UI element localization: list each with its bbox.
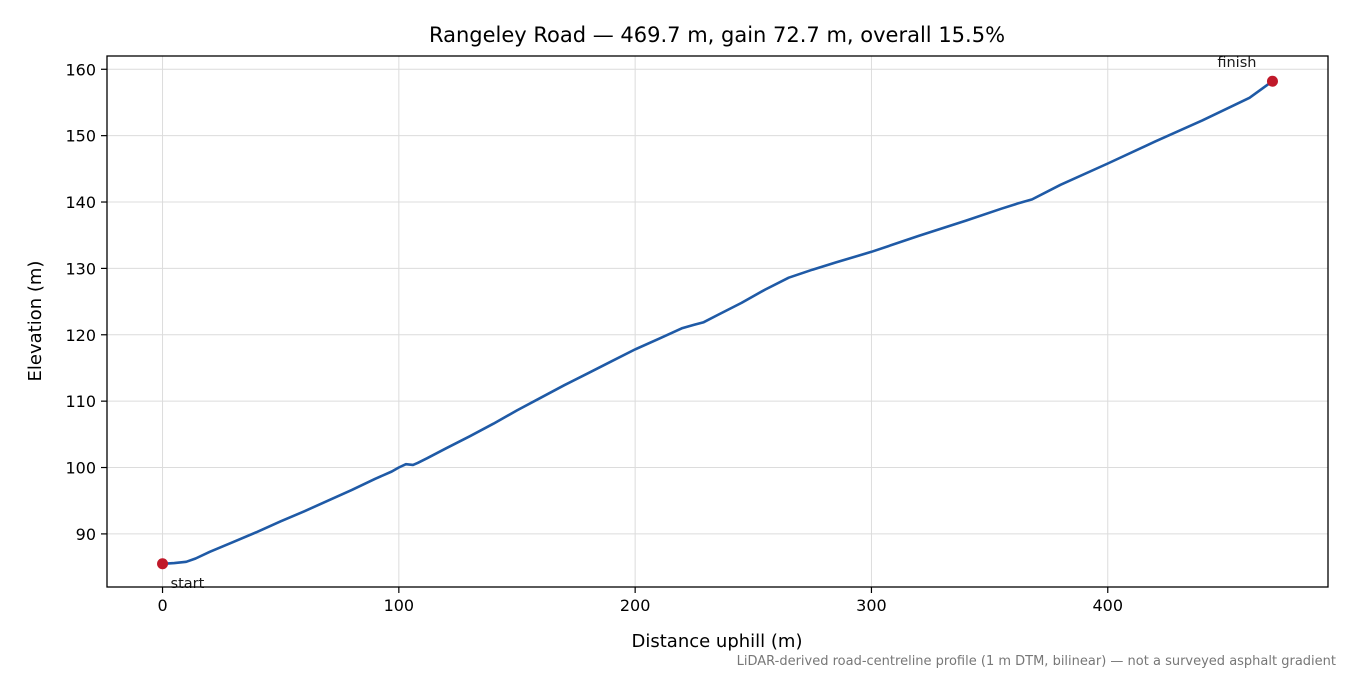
finish-marker <box>1266 75 1278 87</box>
elevation-line <box>161 79 1274 566</box>
y-axis-label: Elevation (m) <box>25 261 46 382</box>
finish-label: finish <box>1217 55 1256 71</box>
y-tick-label: 130 <box>65 259 96 278</box>
chart-title: Rangeley Road — 469.7 m, gain 72.7 m, ov… <box>429 23 1005 47</box>
y-tick-label: 120 <box>65 326 96 345</box>
y-tick-label: 100 <box>65 459 96 478</box>
x-tick-label: 400 <box>1092 596 1123 615</box>
x-tick-label: 0 <box>157 596 167 615</box>
markers-layer: start finish <box>157 55 1278 592</box>
x-tick-label: 300 <box>856 596 887 615</box>
start-marker <box>157 558 169 570</box>
x-axis-label: Distance uphill (m) <box>632 631 803 652</box>
x-tick-label: 200 <box>620 596 651 615</box>
y-tick-label: 160 <box>65 60 96 79</box>
y-tick-label: 150 <box>65 127 96 146</box>
y-tick-label: 140 <box>65 193 96 212</box>
plot-frame <box>106 55 1329 588</box>
y-tick-label: 90 <box>76 525 96 544</box>
y-tick-label: 110 <box>65 392 96 411</box>
footnote: LiDAR-derived road-centreline profile (1… <box>737 654 1336 669</box>
ticks: 0 100 200 300 400 90 100 110 120 130 140 150 160 <box>65 60 1123 615</box>
grid <box>107 56 1328 587</box>
series-layer <box>161 79 1274 566</box>
start-label: start <box>171 576 205 592</box>
x-tick-label: 100 <box>384 596 415 615</box>
